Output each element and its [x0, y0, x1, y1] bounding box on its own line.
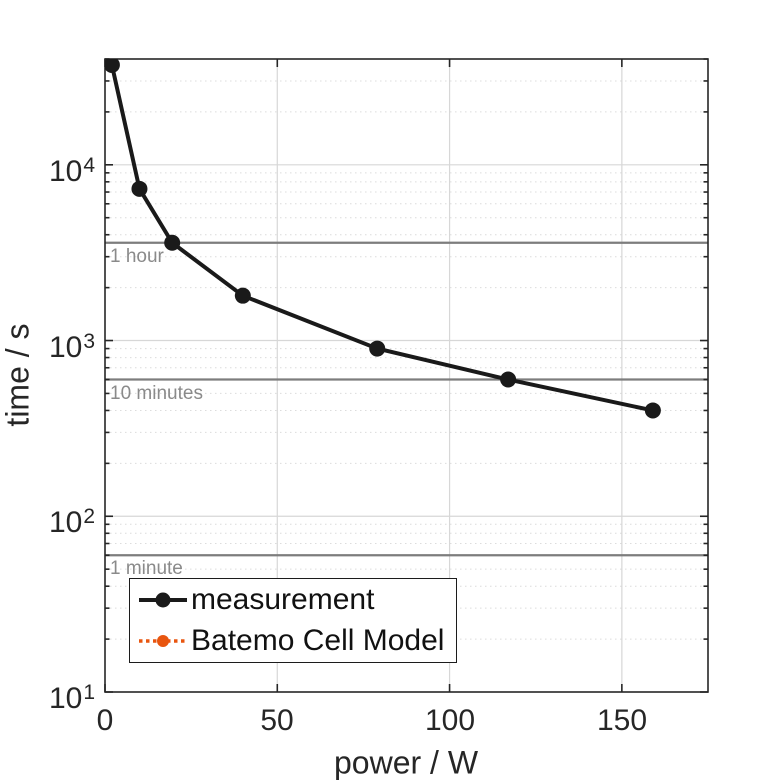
x-axis-label: power / W	[333, 744, 479, 781]
reference-label-1-minute: 1 minute	[110, 558, 183, 579]
y-tick-label-10e3: 103	[48, 330, 95, 364]
x-tick-label-0: 0	[96, 704, 114, 737]
legend: measurement Batemo Cell Model	[129, 578, 457, 663]
y-tick-label-10e4: 104	[48, 154, 95, 188]
legend-item-measurement: measurement	[137, 583, 456, 617]
y-tick-label-10e1: 101	[48, 681, 95, 715]
x-tick-label-50: 50	[260, 704, 294, 737]
measurement-line-sample-icon	[139, 592, 187, 608]
legend-label-measurement: measurement	[191, 582, 375, 616]
legend-item-batemo-cell-model: Batemo Cell Model	[137, 624, 456, 658]
legend-label-batemo-cell-model: Batemo Cell Model	[191, 624, 445, 658]
x-tick-label-150: 150	[596, 704, 648, 737]
model-dotted-line-sample-icon	[139, 635, 187, 648]
y-axis-label: time / s	[0, 323, 36, 427]
reference-label-10-minutes: 10 minutes	[110, 383, 203, 404]
y-tick-label-10e2: 102	[48, 505, 95, 539]
x-tick-label-100: 100	[424, 704, 476, 737]
reference-label-1-hour: 1 hour	[110, 246, 164, 267]
